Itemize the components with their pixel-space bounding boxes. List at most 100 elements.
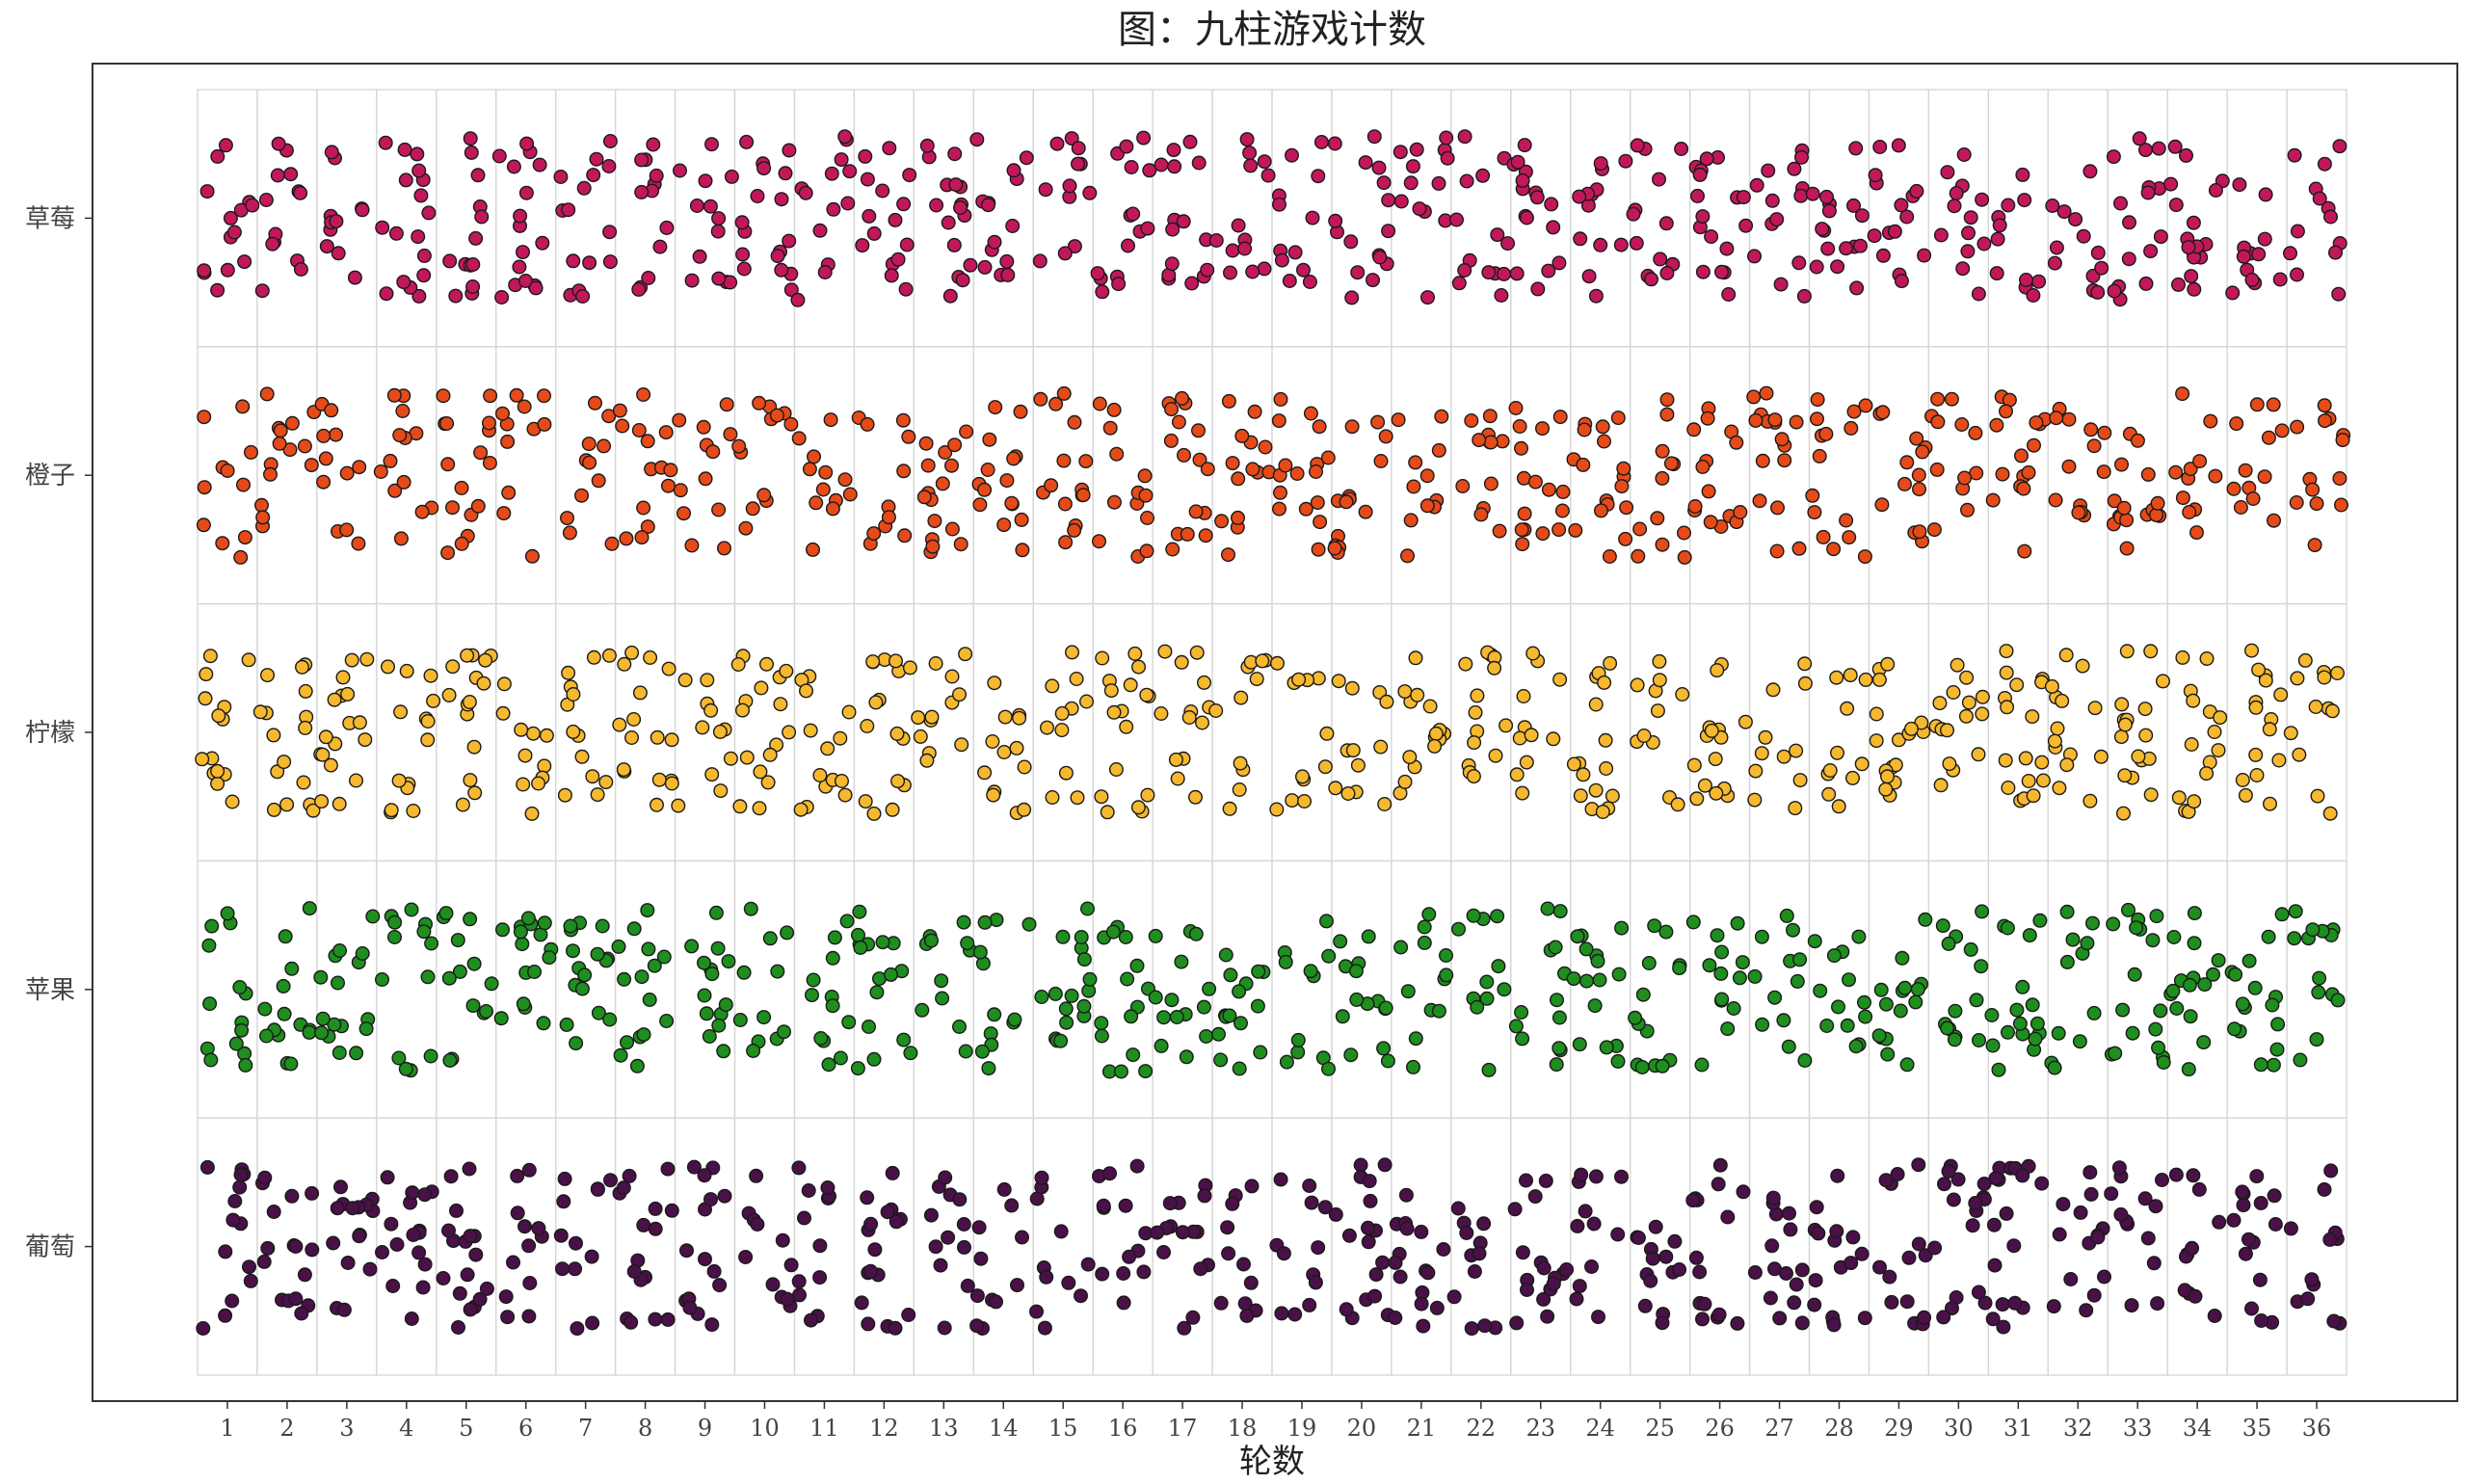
- data-point: [537, 758, 552, 774]
- data-point: [884, 967, 899, 982]
- data-point: [2236, 249, 2251, 264]
- data-point: [1129, 958, 1145, 973]
- data-point: [1058, 765, 1074, 781]
- data-point: [1399, 548, 1415, 564]
- data-point: [510, 1206, 525, 1221]
- data-point: [1095, 284, 1110, 300]
- data-point: [1985, 492, 2001, 508]
- data-point: [1588, 697, 1604, 712]
- data-point: [2268, 1216, 2283, 1232]
- data-point: [1776, 749, 1791, 764]
- data-point: [2249, 397, 2265, 412]
- data-point: [1773, 277, 1789, 292]
- data-point: [417, 1187, 433, 1203]
- data-point: [314, 794, 330, 809]
- data-point: [495, 922, 511, 938]
- data-point: [1578, 1204, 1593, 1219]
- data-point: [2068, 212, 2083, 227]
- data-point: [1781, 1206, 1796, 1221]
- data-point: [2035, 773, 2051, 788]
- data-point: [743, 901, 758, 916]
- data-point: [602, 225, 618, 240]
- data-point: [942, 288, 958, 304]
- data-point: [2073, 1205, 2088, 1220]
- data-point: [934, 973, 949, 989]
- data-point: [1014, 512, 1029, 527]
- data-point: [1897, 476, 1912, 491]
- data-point: [557, 787, 572, 803]
- data-point: [2096, 464, 2111, 480]
- data-point: [2047, 1060, 2062, 1075]
- data-point: [1805, 186, 1820, 201]
- data-point: [1614, 479, 1630, 494]
- data-point: [1555, 484, 1571, 499]
- x-tick-label: 36: [2302, 1415, 2332, 1442]
- data-point: [1781, 1039, 1796, 1054]
- grid-cell: [614, 1117, 676, 1376]
- data-point: [1370, 414, 1386, 430]
- data-point: [2184, 269, 2199, 284]
- data-point: [1327, 136, 1342, 151]
- data-point: [1826, 948, 1842, 964]
- data-point: [626, 712, 642, 728]
- data-point: [704, 967, 720, 982]
- data-point: [1067, 522, 1082, 538]
- data-point: [2138, 728, 2154, 743]
- data-point: [2000, 700, 2015, 715]
- data-point: [470, 168, 486, 183]
- data-point: [700, 673, 715, 688]
- data-point: [1933, 778, 1949, 793]
- data-point: [527, 965, 543, 980]
- data-point: [1999, 644, 2014, 659]
- data-point: [2235, 773, 2250, 788]
- data-point: [1450, 921, 1466, 937]
- data-point: [305, 1185, 320, 1201]
- data-point: [1335, 1009, 1350, 1024]
- data-point: [566, 253, 581, 269]
- data-point: [332, 1045, 347, 1060]
- data-point: [1483, 435, 1499, 450]
- data-point: [1137, 468, 1153, 484]
- data-point: [1303, 964, 1318, 979]
- data-point: [278, 929, 293, 944]
- data-point: [799, 683, 814, 699]
- data-point: [1918, 912, 1933, 927]
- data-point: [1576, 457, 1591, 472]
- data-point: [235, 399, 251, 414]
- data-point: [420, 969, 436, 985]
- data-point: [1196, 675, 1211, 690]
- data-point: [1038, 182, 1053, 198]
- data-point: [436, 1270, 451, 1285]
- data-point: [340, 1255, 356, 1270]
- data-point: [711, 271, 727, 286]
- data-point: [1552, 1041, 1567, 1056]
- data-point: [1350, 757, 1366, 773]
- data-point: [1971, 747, 1986, 762]
- data-point: [1884, 1294, 1899, 1310]
- data-point: [1188, 926, 1204, 941]
- data-point: [1148, 990, 1163, 1005]
- data-point: [756, 161, 772, 176]
- data-point: [532, 157, 547, 172]
- grid-cell: [2286, 1117, 2348, 1376]
- data-point: [2146, 1256, 2162, 1271]
- data-point: [1856, 994, 1871, 1010]
- data-point: [1417, 919, 1432, 935]
- data-point: [750, 188, 765, 203]
- data-point: [204, 918, 220, 934]
- data-point: [254, 497, 270, 513]
- data-point: [1163, 402, 1179, 417]
- data-point: [220, 262, 235, 278]
- data-point: [237, 530, 252, 545]
- data-point: [779, 663, 794, 678]
- data-point: [1710, 663, 1725, 678]
- data-point: [642, 992, 657, 1007]
- data-point: [1190, 423, 1206, 438]
- data-point: [2238, 463, 2253, 478]
- data-point: [1730, 1315, 1745, 1331]
- data-point: [465, 998, 481, 1014]
- data-point: [735, 702, 751, 718]
- data-point: [2290, 419, 2305, 435]
- data-point: [2065, 932, 2081, 947]
- data-point: [897, 528, 913, 543]
